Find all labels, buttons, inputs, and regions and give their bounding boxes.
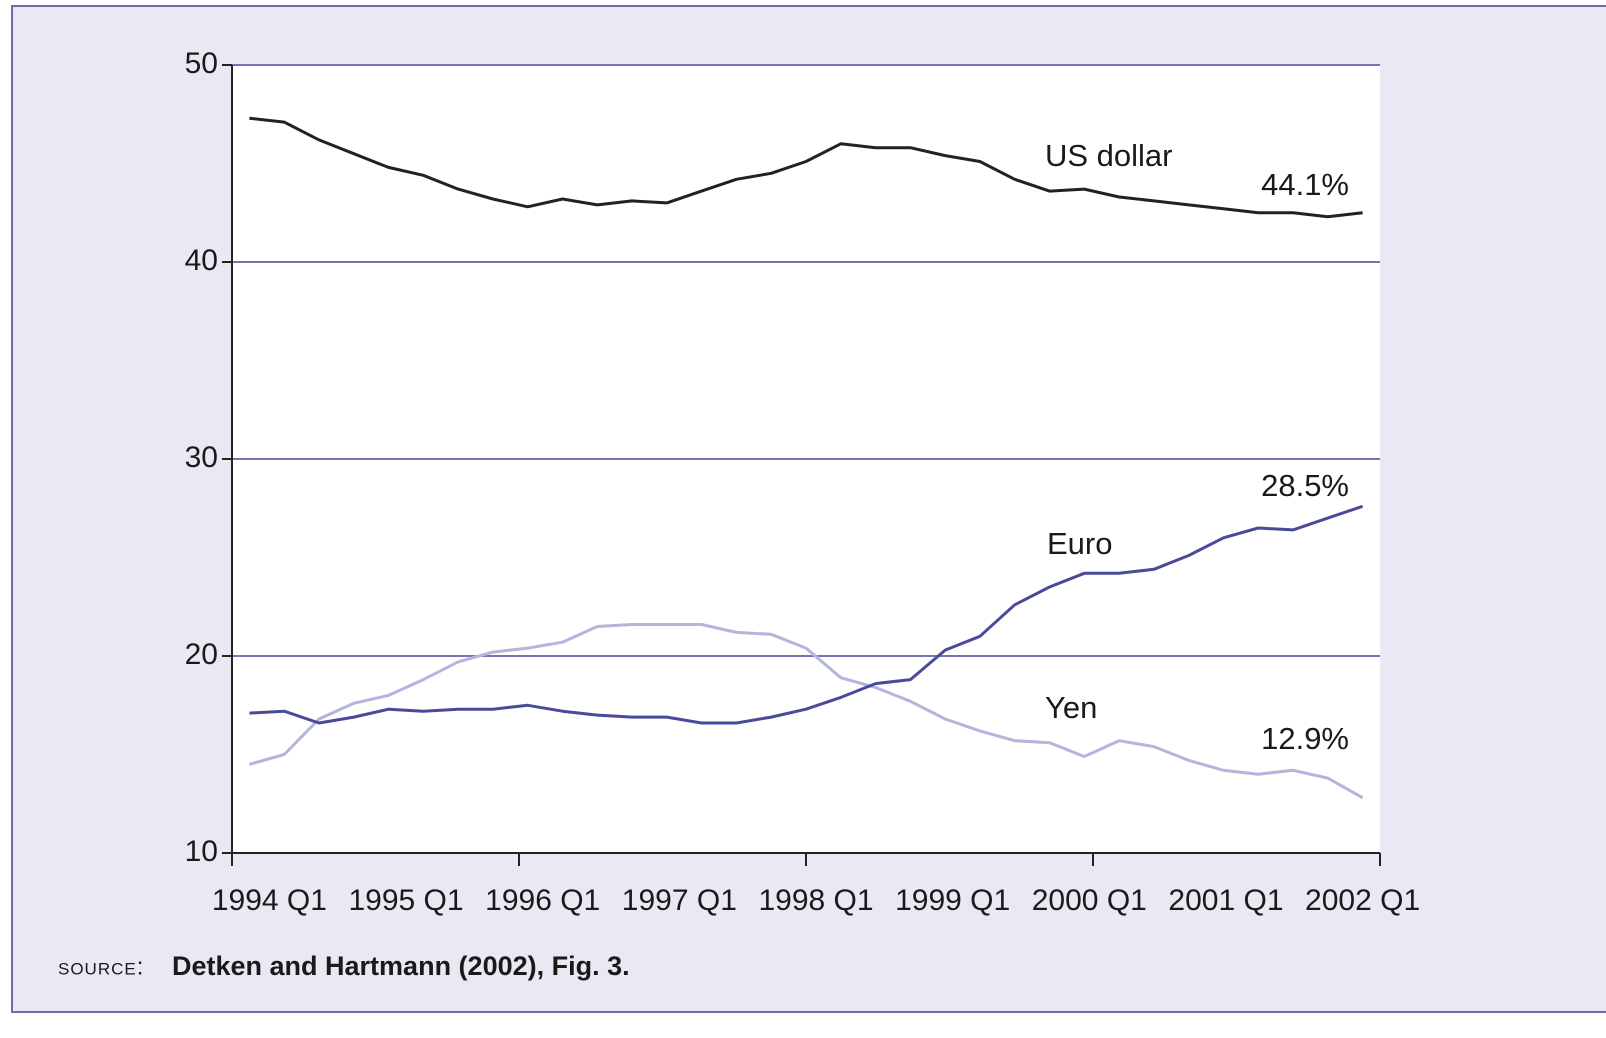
x-tick-label: 1997 Q1 [622,884,737,917]
source: Detken and Hartmann (2002), Fig. 3. [172,951,630,981]
x-tick-label: 1995 Q1 [348,884,463,917]
series-label: US dollar [1045,138,1173,173]
series-line [249,504,1364,725]
x-tick-label: 1998 Q1 [758,884,873,917]
y-tick-label: 30 [185,441,218,474]
annotation: 44.1% [1261,167,1349,202]
annotation: 12.9% [1261,721,1349,756]
x-tick-label: 1996 Q1 [485,884,600,917]
x-tick-label: 2000 Q1 [1032,884,1147,917]
y-tick-label: 20 [185,638,218,671]
y-tick-label: 50 [185,47,218,80]
series-line [248,623,1364,800]
lines [248,116,1364,800]
x-tick-label: 1999 Q1 [895,884,1010,917]
annotation: 28.5% [1261,468,1349,503]
x-tick-label: 1994 Q1 [212,884,327,917]
source-label: source: [58,953,144,980]
y-tick-label: 10 [185,835,218,868]
series-line [249,116,1363,219]
series-label: Yen [1045,690,1097,725]
series-label: Euro [1047,526,1112,561]
y-tick-label: 40 [185,244,218,277]
grid [232,64,1380,657]
x-tick-label: 2001 Q1 [1168,884,1283,917]
x-tick-label: 2002 Q1 [1305,884,1420,917]
